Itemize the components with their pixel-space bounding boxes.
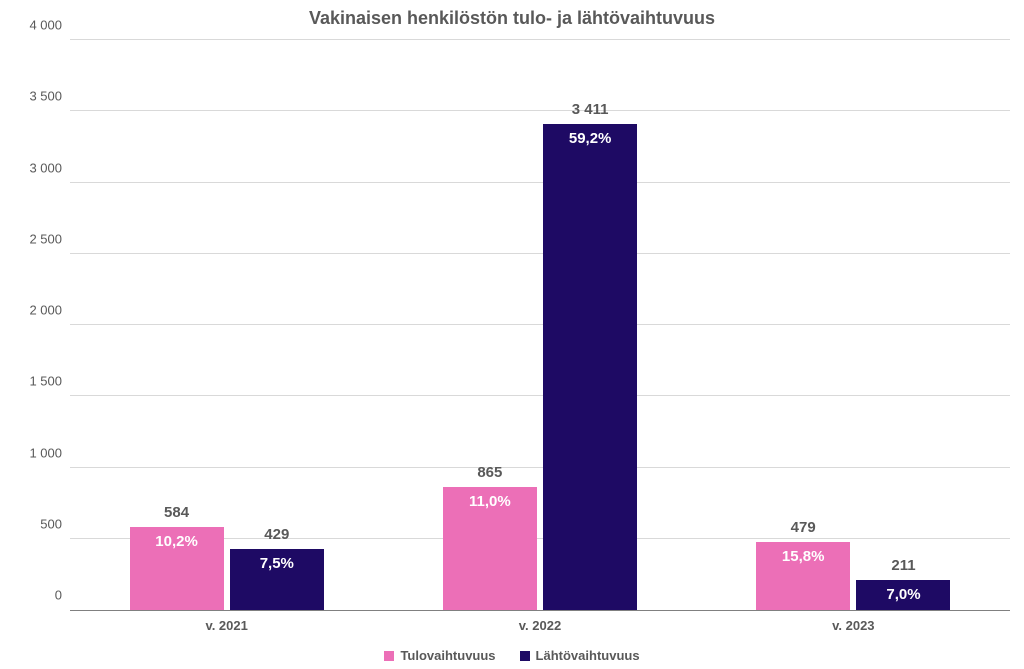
legend-label: Lähtövaihtuvuus [536,648,640,663]
plot-area: 05001 0001 5002 0002 5003 0003 5004 000v… [70,40,1010,611]
legend-swatch [384,651,394,661]
bar-percent-label: 10,2% [155,533,198,550]
bar-percent-label: 7,5% [260,555,294,572]
bar: 2117,0% [856,580,950,610]
bar-value-label: 429 [264,526,289,543]
x-tick-label: v. 2022 [519,618,561,633]
x-tick-label: v. 2023 [832,618,874,633]
legend: Tulovaihtuvuus Lähtövaihtuvuus [0,648,1024,663]
gridline [70,182,1010,183]
bar-value-label: 865 [477,464,502,481]
bar-value-label: 3 411 [572,101,609,118]
gridline [70,467,1010,468]
bar-chart: Vakinaisen henkilöstön tulo- ja lähtövai… [0,0,1024,669]
bar: 4297,5% [230,549,324,610]
y-tick-label: 1 500 [29,374,62,389]
bar-percent-label: 15,8% [782,548,825,565]
bar: 86511,0% [443,487,537,610]
gridline [70,253,1010,254]
y-tick-label: 2 000 [29,303,62,318]
legend-item: Tulovaihtuvuus [384,648,495,663]
bar-value-label: 584 [164,504,189,521]
y-tick-label: 4 000 [29,18,62,33]
gridline [70,39,1010,40]
legend-item: Lähtövaihtuvuus [520,648,640,663]
y-tick-label: 3 000 [29,160,62,175]
gridline [70,324,1010,325]
chart-title: Vakinaisen henkilöstön tulo- ja lähtövai… [0,8,1024,29]
y-tick-label: 2 500 [29,231,62,246]
bar-percent-label: 11,0% [469,493,511,510]
bar: 3 41159,2% [543,124,637,610]
y-tick-label: 0 [55,588,62,603]
y-tick-label: 3 500 [29,89,62,104]
bar: 58410,2% [130,527,224,610]
bar-percent-label: 7,0% [886,586,920,603]
gridline [70,110,1010,111]
x-tick-label: v. 2021 [205,618,247,633]
bar-percent-label: 59,2% [569,130,612,147]
bar: 47915,8% [756,542,850,610]
bar-value-label: 479 [791,519,816,536]
bar-value-label: 211 [891,557,915,574]
gridline [70,395,1010,396]
y-tick-label: 1 000 [29,445,62,460]
y-tick-label: 500 [40,516,62,531]
legend-swatch [520,651,530,661]
legend-label: Tulovaihtuvuus [400,648,495,663]
